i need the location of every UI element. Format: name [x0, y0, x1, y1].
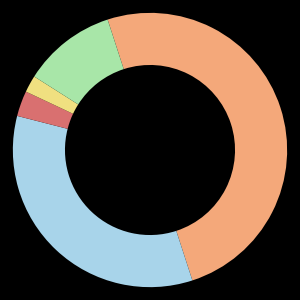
Wedge shape	[108, 13, 287, 280]
Wedge shape	[26, 76, 78, 114]
Wedge shape	[17, 92, 73, 129]
Wedge shape	[34, 20, 124, 104]
Wedge shape	[13, 116, 192, 287]
